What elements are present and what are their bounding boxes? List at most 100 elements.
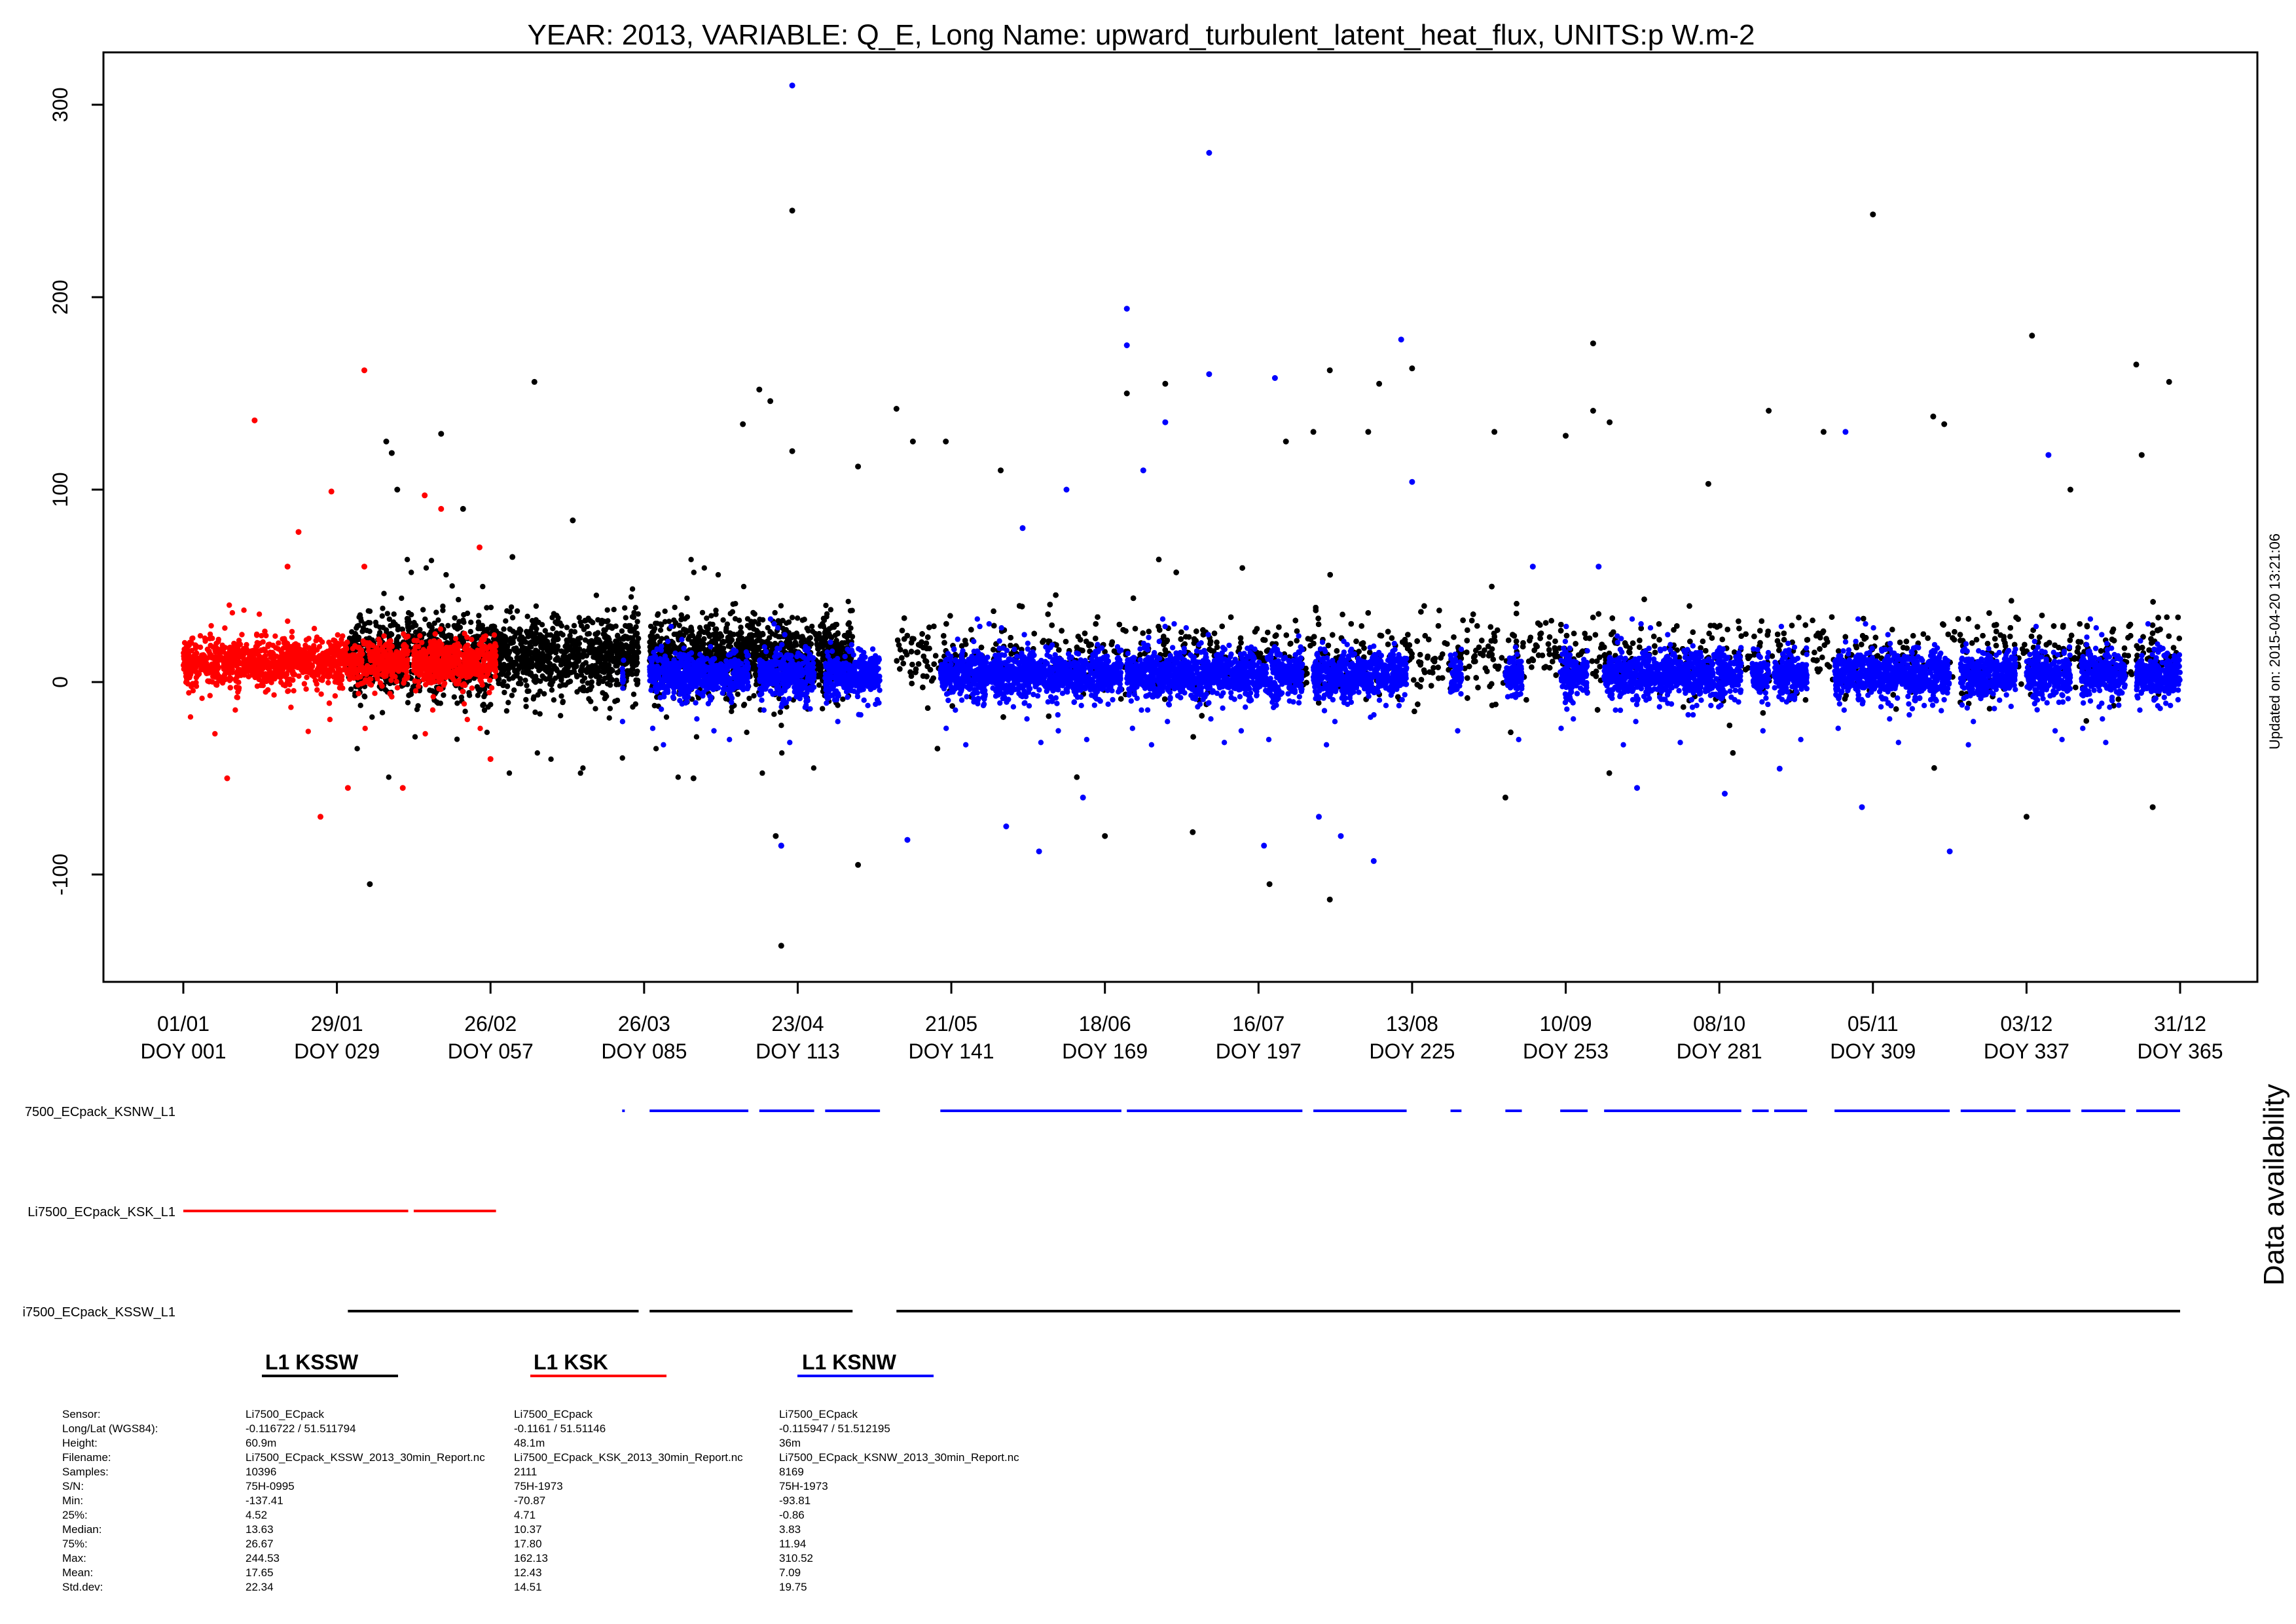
data-point (809, 623, 815, 630)
data-point (591, 640, 597, 645)
data-point (786, 619, 792, 625)
data-point (746, 695, 752, 702)
data-point (630, 704, 636, 710)
data-point (583, 667, 590, 673)
data-point (613, 638, 619, 644)
data-point (393, 640, 399, 646)
data-point (778, 603, 784, 609)
data-point (789, 615, 795, 621)
data-point (647, 633, 653, 640)
data-point (429, 688, 435, 694)
x-tick-label: DOY 141 (909, 1039, 994, 1063)
data-point (506, 649, 513, 655)
data-point (423, 565, 429, 571)
x-tick-label: DOY 337 (1984, 1039, 2069, 1063)
data-point (622, 605, 628, 611)
data-point (504, 643, 511, 649)
data-point (477, 626, 484, 632)
data-point (369, 714, 375, 720)
data-point (415, 703, 421, 709)
data-point (534, 750, 540, 756)
data-point (634, 630, 640, 636)
data-point (676, 623, 682, 628)
data-point (624, 623, 630, 630)
data-point (509, 615, 516, 621)
data-point (520, 649, 526, 655)
data-point (579, 663, 585, 669)
data-point (545, 632, 551, 638)
data-point (451, 694, 457, 700)
data-point (602, 627, 608, 633)
data-point (362, 621, 368, 627)
x-tick-date: 18/06 (1079, 1012, 1131, 1036)
data-point (778, 723, 784, 729)
data-point (587, 649, 593, 656)
data-point (480, 583, 486, 590)
data-point (386, 616, 392, 623)
x-tick-date: 29/01 (311, 1012, 363, 1036)
data-point (654, 621, 660, 626)
data-point (505, 657, 511, 662)
data-point (586, 686, 592, 693)
data-point (440, 607, 446, 613)
data-point (829, 623, 835, 629)
data-point (752, 645, 758, 651)
data-point (434, 699, 440, 705)
data-point (505, 700, 511, 706)
data-point (532, 709, 538, 715)
data-point (820, 706, 826, 712)
data-point (584, 624, 590, 630)
data-point (540, 645, 547, 651)
data-point (570, 651, 576, 657)
data-point (404, 556, 410, 562)
data-point (701, 565, 708, 571)
data-point (524, 613, 530, 619)
data-point (520, 657, 526, 662)
data-point (729, 708, 735, 715)
data-point (598, 621, 604, 626)
data-point (428, 558, 435, 564)
data-point (592, 706, 598, 712)
data-point (727, 611, 733, 617)
data-point (708, 613, 714, 619)
data-point (558, 713, 564, 719)
data-point (422, 616, 428, 623)
data-point (504, 683, 511, 689)
data-point (740, 583, 747, 590)
data-point (409, 624, 416, 630)
data-point (501, 626, 507, 632)
data-point (607, 682, 613, 688)
data-point (498, 670, 505, 676)
data-point (395, 634, 401, 640)
data-point (694, 643, 700, 649)
data-point (533, 603, 539, 609)
data-point (512, 668, 518, 674)
data-point (634, 655, 640, 661)
data-point (481, 707, 488, 713)
data-point (799, 617, 806, 623)
data-point (560, 698, 566, 704)
x-tick-date: 05/11 (1848, 1012, 1899, 1036)
data-point (630, 691, 637, 697)
data-point (818, 623, 824, 629)
data-point (553, 666, 560, 672)
x-tick-label: DOY 365 (2137, 1039, 2223, 1063)
x-tick-date: 08/10 (1693, 1012, 1745, 1036)
data-point (443, 571, 449, 578)
data-point (604, 619, 610, 624)
data-point (550, 679, 556, 685)
data-point (655, 611, 661, 617)
scatter-points (180, 82, 2183, 949)
chart-title: YEAR: 2013, VARIABLE: Q_E, Long Name: up… (527, 19, 1755, 51)
data-point (539, 622, 545, 628)
data-point (456, 596, 462, 603)
data-point (367, 620, 373, 626)
data-point (744, 729, 750, 736)
data-point (568, 628, 574, 634)
data-point (720, 617, 726, 623)
data-point (579, 654, 586, 660)
data-point (554, 645, 560, 651)
data-point (551, 697, 557, 703)
data-point (536, 635, 542, 641)
